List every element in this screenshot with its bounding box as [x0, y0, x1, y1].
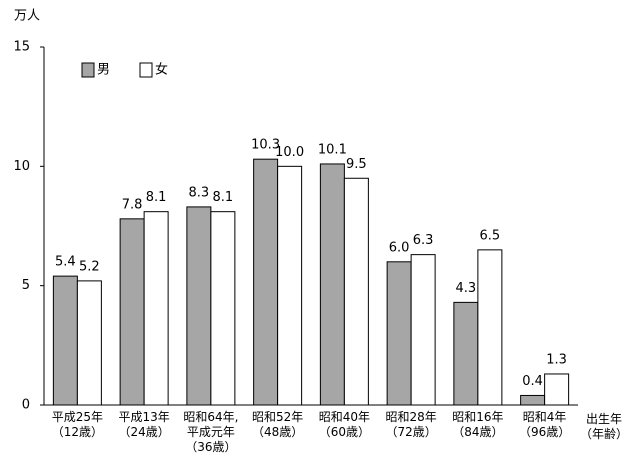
bar — [253, 158, 279, 406]
x-tick-label-line: 平成13年 — [118, 410, 169, 424]
value-label: 5.2 — [79, 259, 100, 274]
value-label: 8.3 — [189, 185, 210, 200]
x-tick-label-line: （84歳） — [452, 425, 503, 439]
bar — [343, 177, 369, 406]
x-tick-label-line: （60歳） — [319, 425, 370, 439]
x-tick-label-line: （48歳） — [252, 425, 303, 439]
x-tick-label-line: （36歳） — [185, 440, 236, 454]
y-tick-label: 10 — [13, 159, 30, 174]
bar — [544, 373, 570, 406]
x-tick-label: 昭和4年（96歳） — [519, 410, 570, 439]
y-tick-label: 5 — [22, 278, 30, 293]
bar — [319, 163, 345, 406]
x-tick-label: 平成25年（12歳） — [52, 410, 103, 439]
y-tick-label: 15 — [13, 40, 30, 55]
x-tick-label-line: 昭和64年, — [183, 410, 238, 424]
x-tick-label: 昭和40年（60歳） — [319, 410, 370, 439]
y-axis-label: 万人 — [14, 9, 40, 24]
x-tick-label-line: 昭和16年 — [452, 410, 503, 424]
bar — [76, 280, 102, 406]
bar — [210, 211, 236, 406]
x-tick-label: 平成13年（24歳） — [118, 410, 169, 439]
value-label: 6.0 — [389, 240, 410, 255]
bar — [186, 206, 212, 406]
legend-label: 男 — [97, 63, 110, 78]
bar — [386, 261, 412, 406]
x-tick-label-line: （12歳） — [52, 425, 103, 439]
value-label: 8.1 — [146, 190, 167, 205]
value-label: 6.5 — [480, 228, 501, 243]
y-tick-label: 0 — [22, 398, 30, 413]
x-tick-label: 昭和64年,平成元年（36歳） — [183, 410, 238, 454]
value-label: 9.5 — [346, 157, 367, 172]
x-tick-label-line: 平成25年 — [52, 410, 103, 424]
value-label: 7.8 — [122, 197, 143, 212]
bar — [477, 249, 503, 406]
x-tick-label: 昭和52年（48歳） — [252, 410, 303, 439]
x-axis-label-line: 出生年 — [586, 412, 622, 426]
x-tick-label-line: 昭和28年 — [385, 410, 436, 424]
bar — [277, 165, 303, 406]
bar — [520, 394, 546, 406]
bar — [52, 275, 78, 406]
value-label: 5.4 — [55, 255, 76, 270]
x-tick-label-line: 昭和52年 — [252, 410, 303, 424]
x-axis-label: 出生年（年齢） — [580, 412, 628, 441]
x-tick-label-line: （24歳） — [118, 425, 169, 439]
bar — [410, 254, 436, 406]
bar — [453, 301, 479, 406]
x-axis-label-line: （年齢） — [580, 426, 628, 441]
x-tick-label-line: 平成元年 — [187, 425, 235, 439]
x-tick-label-line: （96歳） — [519, 425, 570, 439]
value-label: 4.3 — [456, 281, 477, 296]
x-tick-label-line: 昭和4年 — [523, 410, 567, 424]
value-label: 0.4 — [522, 374, 543, 389]
x-tick-label-line: 昭和40年 — [319, 410, 370, 424]
legend-swatch — [81, 62, 95, 78]
bar — [143, 211, 169, 406]
bar — [119, 218, 145, 406]
legend-swatch — [139, 62, 153, 78]
x-tick-label: 昭和16年（84歳） — [452, 410, 503, 439]
value-label: 10.0 — [275, 145, 304, 160]
value-label: 10.3 — [251, 138, 280, 153]
x-tick-label: 昭和28年（72歳） — [385, 410, 436, 439]
value-label: 1.3 — [546, 352, 567, 367]
value-label: 8.1 — [213, 190, 234, 205]
value-label: 6.3 — [413, 233, 434, 248]
legend-label: 女 — [155, 62, 168, 78]
value-label: 10.1 — [318, 142, 347, 157]
x-tick-label-line: （72歳） — [385, 425, 436, 439]
